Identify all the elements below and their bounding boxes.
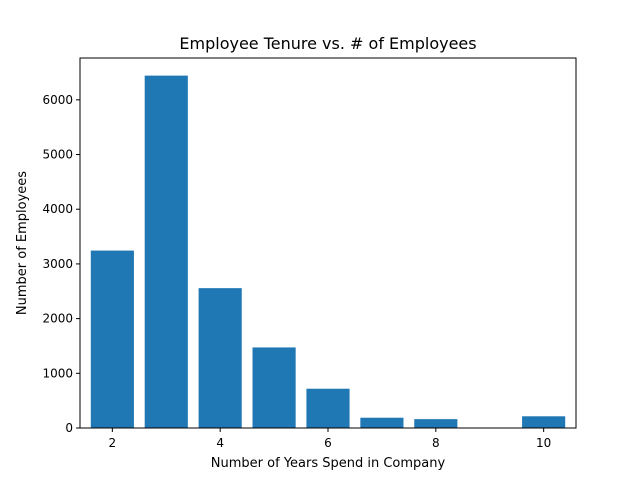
y-tick-label: 4000 — [42, 202, 73, 216]
y-axis-ticks: 0 1000 2000 3000 4000 5000 6000 — [42, 93, 80, 435]
y-tick-label: 6000 — [42, 93, 73, 107]
chart-title: Employee Tenure vs. # of Employees — [179, 34, 476, 53]
x-tick-label: 10 — [536, 436, 551, 450]
bars-group — [90, 75, 566, 428]
x-axis-ticks: 2 4 6 8 10 — [109, 428, 551, 450]
bar-6 — [306, 388, 350, 428]
y-tick-label: 1000 — [42, 366, 73, 380]
x-tick-label: 4 — [216, 436, 224, 450]
y-tick-label: 5000 — [42, 148, 73, 162]
y-tick-label: 2000 — [42, 312, 73, 326]
x-tick-label: 6 — [324, 436, 332, 450]
plot-frame — [79, 57, 577, 429]
x-tick-label: 8 — [432, 436, 440, 450]
x-tick-label: 2 — [109, 436, 117, 450]
bar-7 — [360, 417, 404, 428]
bar-10 — [522, 416, 566, 428]
y-tick-label: 3000 — [42, 257, 73, 271]
y-tick-label: 0 — [65, 421, 73, 435]
bar-3 — [144, 75, 188, 428]
x-axis-label: Number of Years Spend in Company — [211, 456, 446, 471]
bar-8 — [414, 419, 458, 428]
bar-4 — [198, 288, 242, 428]
bar-2 — [90, 250, 134, 428]
bar-5 — [252, 347, 296, 428]
y-axis-label: Number of Employees — [15, 171, 30, 315]
